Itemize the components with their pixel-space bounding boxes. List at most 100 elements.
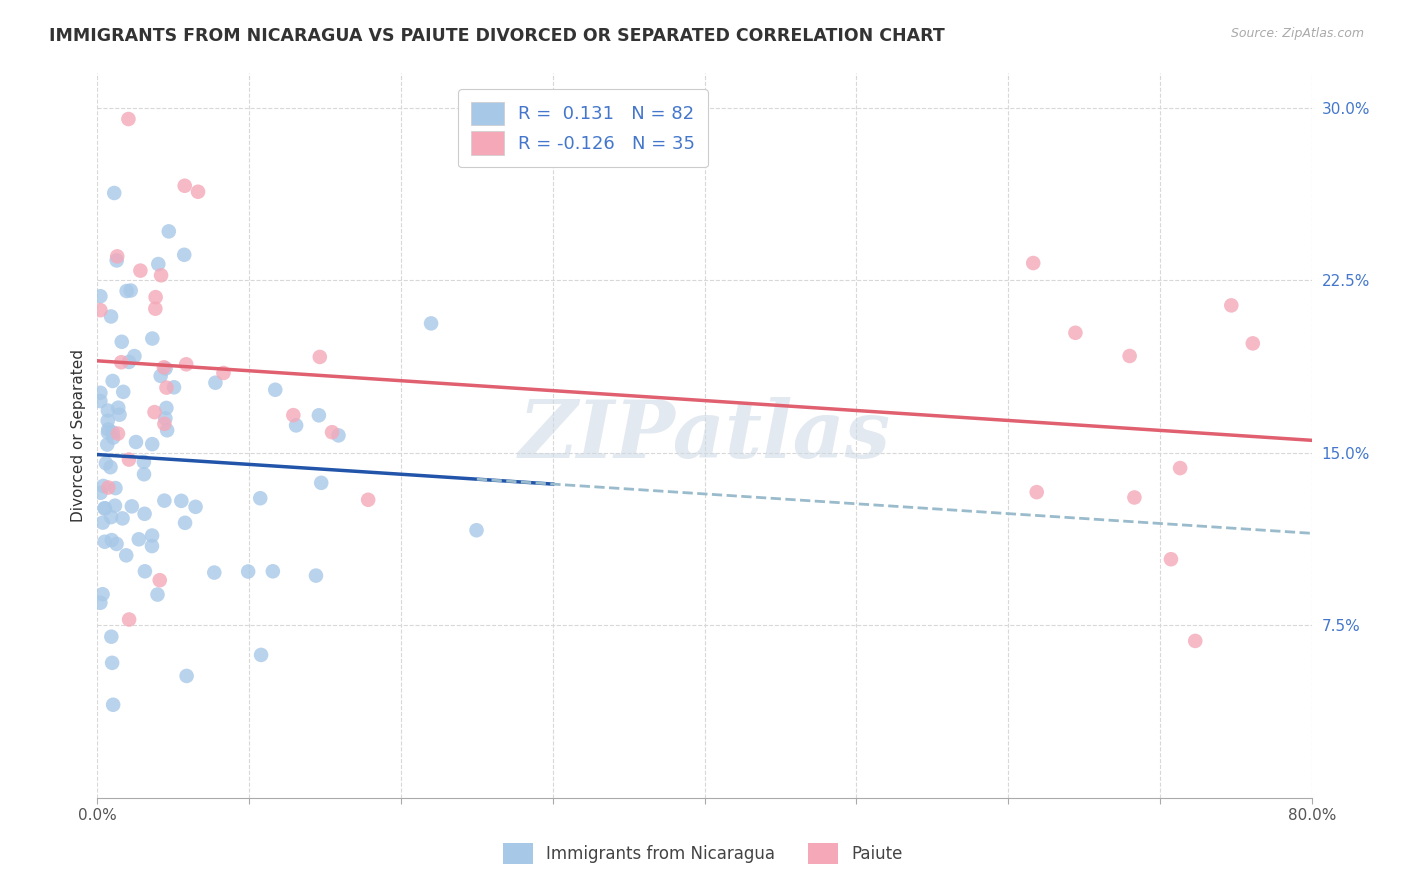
Point: [132, 467, 155, 482]
Point: [91, 516, 114, 530]
Point: [97, 481, 120, 495]
Point: [121, 500, 143, 514]
Point: [107, 426, 129, 441]
Point: [120, 284, 142, 298]
Point: [236, 565, 259, 579]
Point: [264, 383, 287, 397]
Point: [155, 401, 177, 415]
Legend: Immigrants from Nicaragua, Paiute: Immigrants from Nicaragua, Paiute: [496, 837, 910, 871]
Point: [141, 528, 163, 542]
Point: [155, 361, 177, 376]
Text: Source: ZipAtlas.com: Source: ZipAtlas.com: [1230, 27, 1364, 40]
Point: [141, 437, 163, 451]
Point: [132, 455, 155, 469]
Point: [150, 268, 173, 283]
Point: [107, 401, 129, 415]
Point: [170, 493, 193, 508]
Point: [153, 493, 176, 508]
Point: [249, 491, 271, 506]
Point: [1022, 256, 1045, 270]
Point: [155, 411, 177, 425]
Point: [153, 417, 176, 431]
Point: [146, 588, 169, 602]
Point: [173, 248, 195, 262]
Point: [1118, 349, 1140, 363]
Point: [465, 523, 488, 537]
Point: [149, 573, 172, 587]
Point: [105, 537, 128, 551]
Point: [141, 332, 163, 346]
Point: [1168, 461, 1191, 475]
Point: [93, 534, 115, 549]
Point: [94, 456, 117, 470]
Point: [174, 516, 197, 530]
Point: [115, 549, 138, 563]
Point: [143, 405, 166, 419]
Point: [97, 422, 120, 436]
Point: [129, 263, 152, 277]
Point: [153, 360, 176, 375]
Point: [134, 507, 156, 521]
Point: [148, 257, 170, 271]
Point: [89, 289, 111, 303]
Point: [89, 596, 111, 610]
Point: [305, 568, 328, 582]
Point: [118, 452, 141, 467]
Point: [100, 533, 122, 547]
Point: [285, 418, 308, 433]
Point: [125, 435, 148, 450]
Point: [174, 357, 197, 371]
Point: [104, 499, 127, 513]
Point: [97, 414, 120, 428]
Point: [1064, 326, 1087, 340]
Point: [283, 408, 305, 422]
Point: [93, 501, 115, 516]
Point: [101, 656, 124, 670]
Point: [308, 409, 330, 423]
Point: [100, 630, 122, 644]
Point: [111, 511, 134, 525]
Point: [1184, 634, 1206, 648]
Point: [1123, 491, 1146, 505]
Point: [100, 460, 122, 475]
Point: [1220, 298, 1243, 312]
Point: [308, 350, 330, 364]
Point: [97, 403, 120, 417]
Point: [91, 587, 114, 601]
Point: [124, 349, 146, 363]
Point: [1160, 552, 1182, 566]
Point: [157, 224, 180, 238]
Point: [176, 669, 198, 683]
Point: [94, 501, 117, 516]
Point: [101, 374, 124, 388]
Point: [112, 384, 135, 399]
Point: [262, 564, 284, 578]
Point: [184, 500, 207, 514]
Point: [91, 479, 114, 493]
Point: [89, 394, 111, 409]
Point: [202, 566, 225, 580]
Point: [141, 539, 163, 553]
Point: [187, 185, 209, 199]
Point: [1241, 336, 1264, 351]
Point: [128, 533, 150, 547]
Point: [143, 301, 166, 316]
Legend: R =  0.131   N = 82, R = -0.126   N = 35: R = 0.131 N = 82, R = -0.126 N = 35: [458, 89, 707, 168]
Point: [108, 408, 131, 422]
Point: [100, 510, 122, 524]
Point: [250, 648, 273, 662]
Point: [212, 366, 235, 380]
Point: [1025, 485, 1047, 500]
Point: [156, 423, 179, 437]
Y-axis label: Divorced or Separated: Divorced or Separated: [72, 349, 86, 522]
Point: [357, 492, 380, 507]
Point: [104, 481, 127, 495]
Point: [118, 613, 141, 627]
Point: [118, 355, 141, 369]
Point: [105, 253, 128, 268]
Point: [204, 376, 226, 390]
Point: [110, 355, 132, 369]
Point: [101, 425, 124, 440]
Point: [145, 290, 167, 304]
Point: [103, 186, 125, 200]
